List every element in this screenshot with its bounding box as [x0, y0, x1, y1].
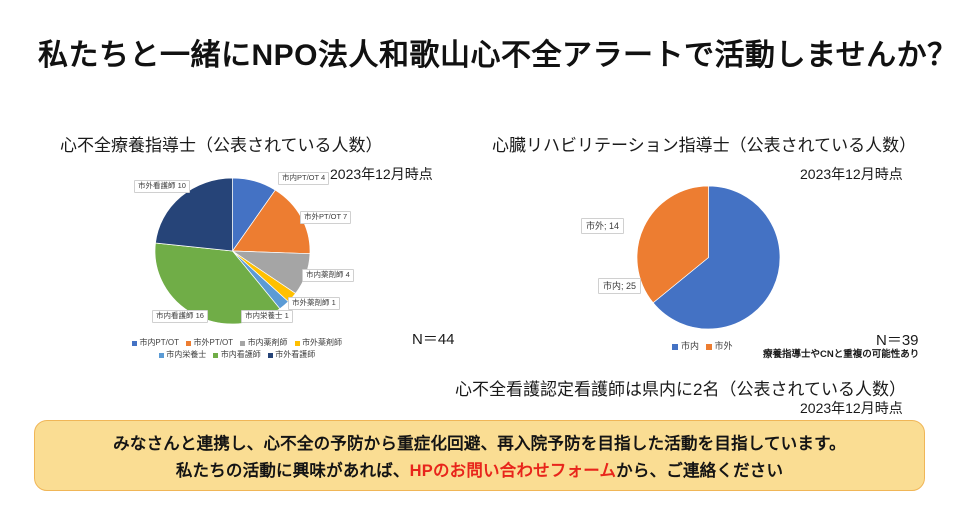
legend-swatch-icon: [158, 352, 164, 358]
right-chart-title: 心臓リハビリテーション指導士（公表されている人数）: [492, 136, 917, 155]
right-chart-footnote: 療養指導士やCNと重複の可能性あり: [763, 349, 920, 360]
left-pie-label-shigai-yakuzaishi: 市外薬剤師 1: [288, 297, 340, 310]
pie-slice: [652, 186, 780, 329]
legend-label: 市外PT/OT: [193, 338, 234, 347]
legend-label: 市内看護師: [220, 350, 261, 359]
cta-line-1: みなさんと連携し、心不全の予防から重症化回避、再入院予防を目指した活動を目指して…: [113, 435, 846, 453]
right-chart-legend: 市内 市外: [655, 341, 750, 352]
legend-item: 市内PT/OT: [131, 338, 179, 348]
cta-line-2-suffix: から、ご連絡ください: [616, 462, 784, 480]
legend-item: 市内看護師: [213, 350, 261, 360]
right-chart-n-label: N＝39: [876, 332, 919, 349]
cta-line-2: 私たちの活動に興味があれば、HPのお問い合わせフォームから、ご連絡ください: [176, 457, 783, 481]
right-pie-svg: [637, 186, 780, 329]
left-pie-svg: [155, 178, 310, 324]
cta-contact-form-link[interactable]: HPのお問い合わせフォーム: [409, 462, 617, 480]
legend-swatch-icon: [294, 340, 300, 346]
legend-label: 市内: [680, 341, 699, 351]
page-title: 私たちと一緒にNPO法人和歌山心不全アラートで活動しませんか？: [38, 39, 958, 72]
legend-label: 市外薬剤師: [302, 338, 343, 347]
legend-item: 市内: [672, 341, 699, 352]
cta-box: みなさんと連携し、心不全の予防から重症化回避、再入院予防を目指した活動を目指して…: [34, 420, 925, 491]
legend-item: 市内薬剤師: [240, 338, 288, 348]
left-pie-label-shigai-ptot: 市外PT/OT 7: [300, 211, 352, 224]
legend-label: 市内栄養士: [166, 350, 207, 359]
right-pie-label-shigai: 市外; 14: [581, 218, 625, 235]
nurse-note-headline: 心不全看護認定看護師は県内に2名（公表されている人数）: [455, 380, 906, 399]
pie-slice: [155, 178, 233, 252]
left-pie-label-shinai-yakuzaishi: 市内薬剤師 4: [302, 269, 354, 282]
legend-swatch-icon: [186, 340, 191, 346]
legend-swatch-icon: [706, 343, 712, 350]
legend-item: 市内栄養士: [158, 350, 207, 360]
left-chart-n-label: N＝44: [412, 331, 455, 348]
legend-item: 市外: [706, 341, 733, 352]
left-pie-label-shinai-kangoshi: 市内看護師 16: [152, 310, 208, 323]
legend-swatch-icon: [213, 352, 219, 358]
left-pie-label-shinai-eiyoushi: 市内栄養士 1: [241, 310, 293, 323]
nurse-note-asof: 2023年12月時点: [800, 400, 903, 416]
left-chart-legend: 市内PT/OT 市外PT/OT 市内薬剤師 市外薬剤師市内栄養士 市内看護師 市外看護師: [128, 338, 346, 360]
legend-item: 市外PT/OT: [186, 338, 233, 348]
legend-item: 市外看護師: [267, 350, 316, 360]
right-chart-asof: 2023年12月時点: [800, 166, 903, 182]
left-chart-asof: 2023年12月時点: [330, 166, 433, 182]
legend-label: 市内PT/OT: [139, 338, 179, 347]
legend-label: 市外: [714, 341, 733, 351]
left-chart-title: 心不全療養指導士（公表されている人数）: [60, 136, 383, 155]
legend-swatch-icon: [131, 340, 137, 346]
cta-line-2-prefix: 私たちの活動に興味があれば、: [175, 462, 410, 480]
right-pie-chart: [637, 186, 780, 329]
right-pie-label-shinai: 市内; 25: [598, 278, 642, 295]
legend-label: 市外看護師: [275, 350, 316, 359]
legend-swatch-icon: [672, 343, 679, 350]
legend-item: 市外薬剤師: [294, 338, 343, 348]
left-pie-label-shigai-kangoshi: 市外看護師 10: [134, 180, 190, 193]
legend-label: 市内薬剤師: [247, 338, 288, 347]
pie-slice: [637, 186, 709, 304]
left-pie-label-shinai-ptot: 市内PT/OT 4: [278, 172, 330, 185]
legend-swatch-icon: [240, 340, 246, 346]
legend-swatch-icon: [267, 352, 273, 358]
left-pie-chart: [155, 178, 310, 324]
